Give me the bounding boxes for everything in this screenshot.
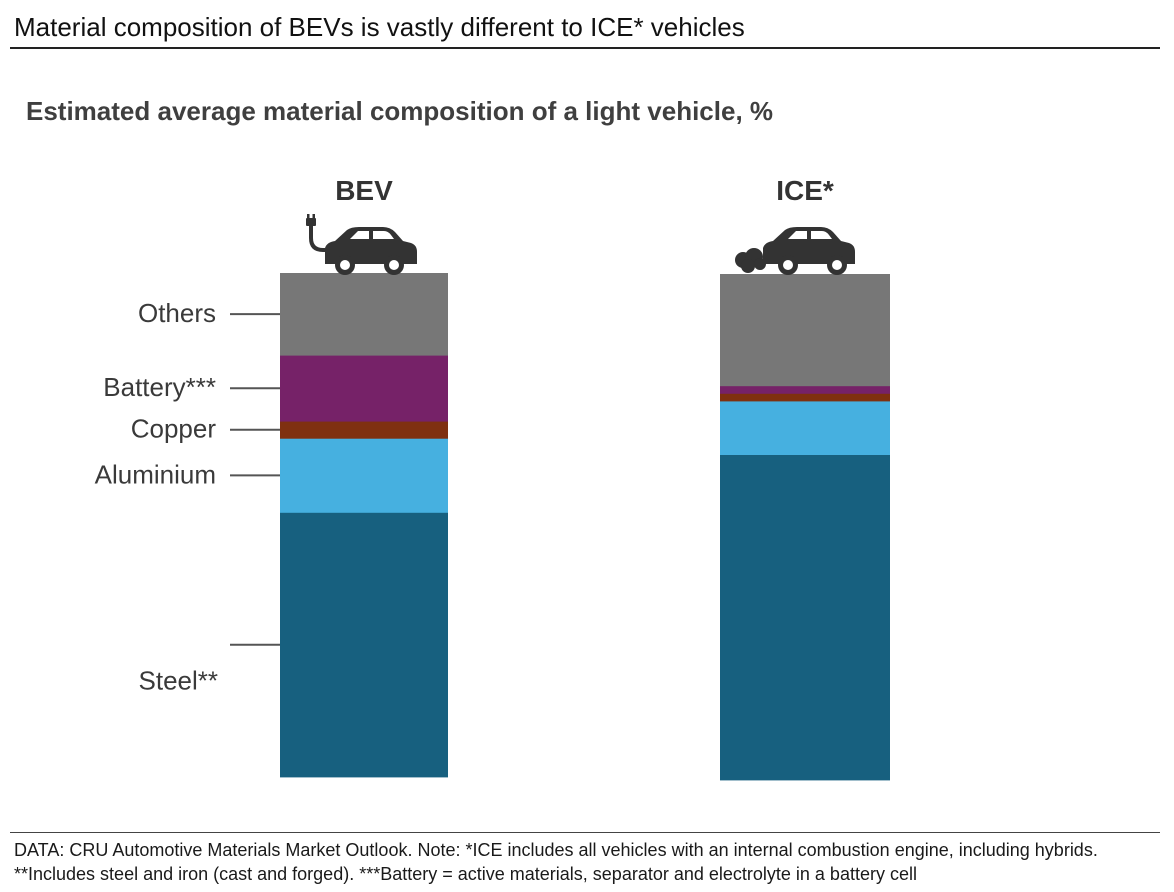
stacked-bar-chart: BEV ICE* Steel** Aluminium Copper Battery*** O… xyxy=(95,175,890,781)
bar-segment-bev-others xyxy=(280,273,448,356)
bar-segment-bev-battery xyxy=(280,355,448,422)
bar-segment-bev-steel xyxy=(280,512,448,778)
series-label-aluminium: Aluminium xyxy=(95,459,216,489)
bar-segment-ice-battery xyxy=(720,385,890,394)
category-label-bev: BEV xyxy=(335,175,393,206)
bar-segment-ice-aluminium xyxy=(720,401,890,455)
electric-car-icon xyxy=(306,214,417,275)
bar-segment-ice-copper xyxy=(720,393,890,402)
headline: Material composition of BEVs is vastly d… xyxy=(14,12,745,42)
bar-segment-bev-copper xyxy=(280,421,448,439)
series-label-others: Others xyxy=(138,298,216,328)
chart-subtitle: Estimated average material composition o… xyxy=(26,96,774,126)
bar-segment-ice-others xyxy=(720,274,890,387)
footnote: DATA: CRU Automotive Materials Market Ou… xyxy=(14,840,1098,884)
combustion-car-icon xyxy=(735,227,855,275)
bottom-rule xyxy=(10,832,1160,833)
category-label-ice: ICE* xyxy=(776,175,834,206)
series-label-copper: Copper xyxy=(131,414,217,444)
bar-segment-ice-steel xyxy=(720,454,890,781)
series-label-battery: Battery*** xyxy=(103,372,216,402)
series-label-steel: Steel** xyxy=(139,666,219,696)
top-rule xyxy=(10,47,1160,49)
bar-segment-bev-aluminium xyxy=(280,438,448,513)
